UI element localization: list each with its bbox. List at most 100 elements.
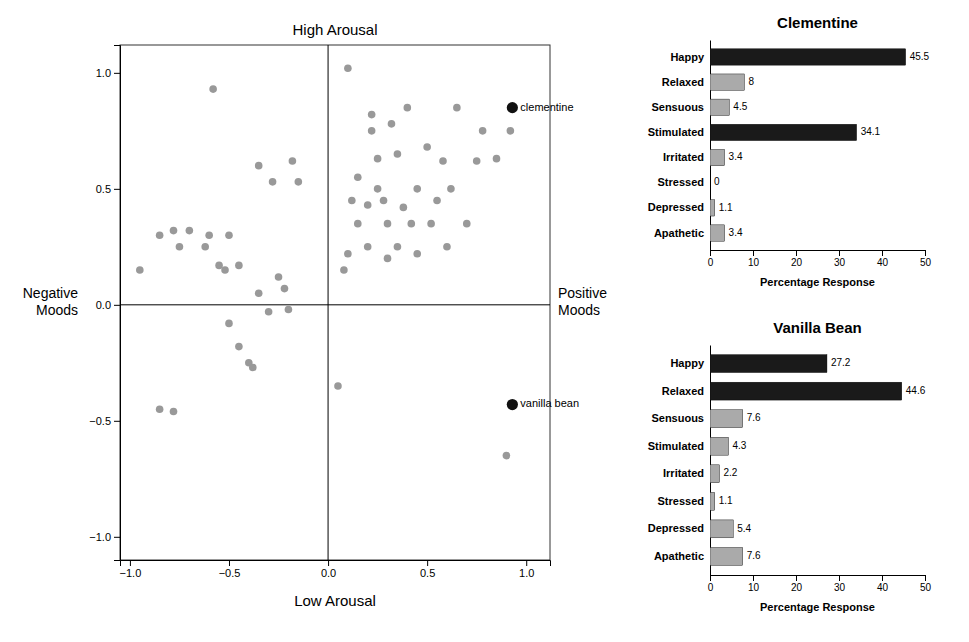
- point: [354, 220, 362, 228]
- bar-chart: Vanilla Bean01020304050Percentage Respon…: [648, 319, 932, 613]
- tick: 0.5: [420, 560, 435, 579]
- data-label: 8: [748, 76, 754, 87]
- tick-label: Stimulated: [648, 440, 704, 452]
- point: [447, 185, 455, 193]
- tick-label: 30: [834, 257, 846, 268]
- annotation-line: Positive: [558, 285, 607, 301]
- point: [433, 197, 441, 205]
- point: [380, 197, 388, 205]
- point: [400, 204, 408, 212]
- tick: −0.5: [89, 415, 120, 427]
- point: [439, 157, 447, 165]
- point: [221, 266, 229, 274]
- point: [374, 155, 382, 163]
- point-label: vanilla bean: [520, 397, 579, 409]
- tick-mark: [839, 575, 840, 581]
- bar: [710, 547, 743, 565]
- point: [407, 220, 415, 228]
- data-label: 5.4: [737, 523, 751, 534]
- point: [170, 408, 178, 416]
- data-label: 0: [714, 176, 720, 187]
- axis-line: [711, 576, 926, 582]
- data-label: 7.6: [747, 412, 761, 423]
- tick-label: Relaxed: [662, 76, 704, 88]
- tick: −1.0: [120, 560, 142, 579]
- data-label: 3.4: [729, 227, 743, 238]
- tick-label: Irritated: [663, 151, 704, 163]
- point: [170, 227, 178, 235]
- tick-label: Depressed: [648, 201, 704, 213]
- tick-label: 0: [708, 582, 714, 593]
- tick: Happy: [670, 50, 705, 62]
- tick-label: 0.5: [96, 183, 111, 195]
- data-label: 4.5: [733, 101, 747, 112]
- tick-label: 10: [748, 257, 760, 268]
- point: [463, 220, 471, 228]
- tick-mark: [710, 250, 711, 256]
- tick-label: Happy: [670, 50, 705, 62]
- tick: Depressed: [648, 201, 704, 213]
- tick-mark: [114, 421, 120, 422]
- annotation-line: Negative: [23, 285, 78, 301]
- point: [388, 120, 396, 128]
- tick-mark: [882, 575, 883, 581]
- tick: 30: [834, 575, 846, 593]
- tick-mark: [114, 73, 120, 74]
- tick: Relaxed: [662, 385, 704, 397]
- tick: Irritated: [663, 151, 704, 163]
- axis-line: [710, 346, 711, 576]
- tick-label: 50: [920, 257, 932, 268]
- series: [507, 102, 518, 410]
- point: [507, 399, 518, 410]
- point: [503, 452, 511, 460]
- reference-line: [120, 304, 550, 305]
- point: [507, 127, 515, 135]
- annotation-line: Moods: [36, 302, 78, 318]
- point: [427, 220, 435, 228]
- point: [364, 201, 372, 209]
- tick-label: 1.0: [96, 67, 111, 79]
- tick-label: Sensuous: [651, 101, 704, 113]
- point: [136, 266, 144, 274]
- tick-mark: [925, 250, 926, 256]
- tick-label: −0.5: [89, 415, 111, 427]
- point: [289, 157, 297, 165]
- tick: 1.0: [96, 67, 120, 79]
- tick-mark: [229, 560, 230, 566]
- point: [156, 405, 164, 413]
- point: [225, 231, 233, 239]
- axis-line: [114, 46, 121, 561]
- tick: 0.5: [96, 183, 120, 195]
- point: [348, 197, 356, 205]
- tick-mark: [114, 305, 120, 306]
- bar-chart: Clementine01020304050Percentage Response…: [648, 14, 932, 288]
- tick-label: 0.0: [96, 299, 111, 311]
- data-label: 34.1: [861, 126, 881, 137]
- tick: 10: [748, 575, 760, 593]
- chart-title: Vanilla Bean: [773, 319, 861, 336]
- tick-label: 0: [708, 257, 714, 268]
- point: [255, 162, 263, 170]
- point: [295, 178, 303, 186]
- bar: [710, 410, 743, 428]
- point: [235, 262, 243, 270]
- tick: Depressed: [648, 522, 704, 534]
- point: [255, 289, 263, 297]
- tick-label: 50: [920, 582, 932, 593]
- point: [364, 243, 372, 251]
- bar: [710, 355, 827, 373]
- tick: 20: [791, 575, 803, 593]
- point: [340, 266, 348, 274]
- tick-label: 30: [834, 582, 846, 593]
- tick-label: 10: [748, 582, 760, 593]
- tick: 0: [708, 250, 714, 268]
- data-label: 27.2: [831, 357, 851, 368]
- data-label: 2.2: [723, 467, 737, 478]
- tick-label: 40: [877, 582, 889, 593]
- tick: 1.0: [519, 560, 534, 579]
- point: [354, 173, 362, 181]
- point: [205, 231, 213, 239]
- scatter-chart: −1.0−0.50.00.51.0−1.0−0.50.00.51.0clemen…: [23, 21, 608, 609]
- bar: [710, 149, 725, 165]
- tick: 40: [877, 250, 889, 268]
